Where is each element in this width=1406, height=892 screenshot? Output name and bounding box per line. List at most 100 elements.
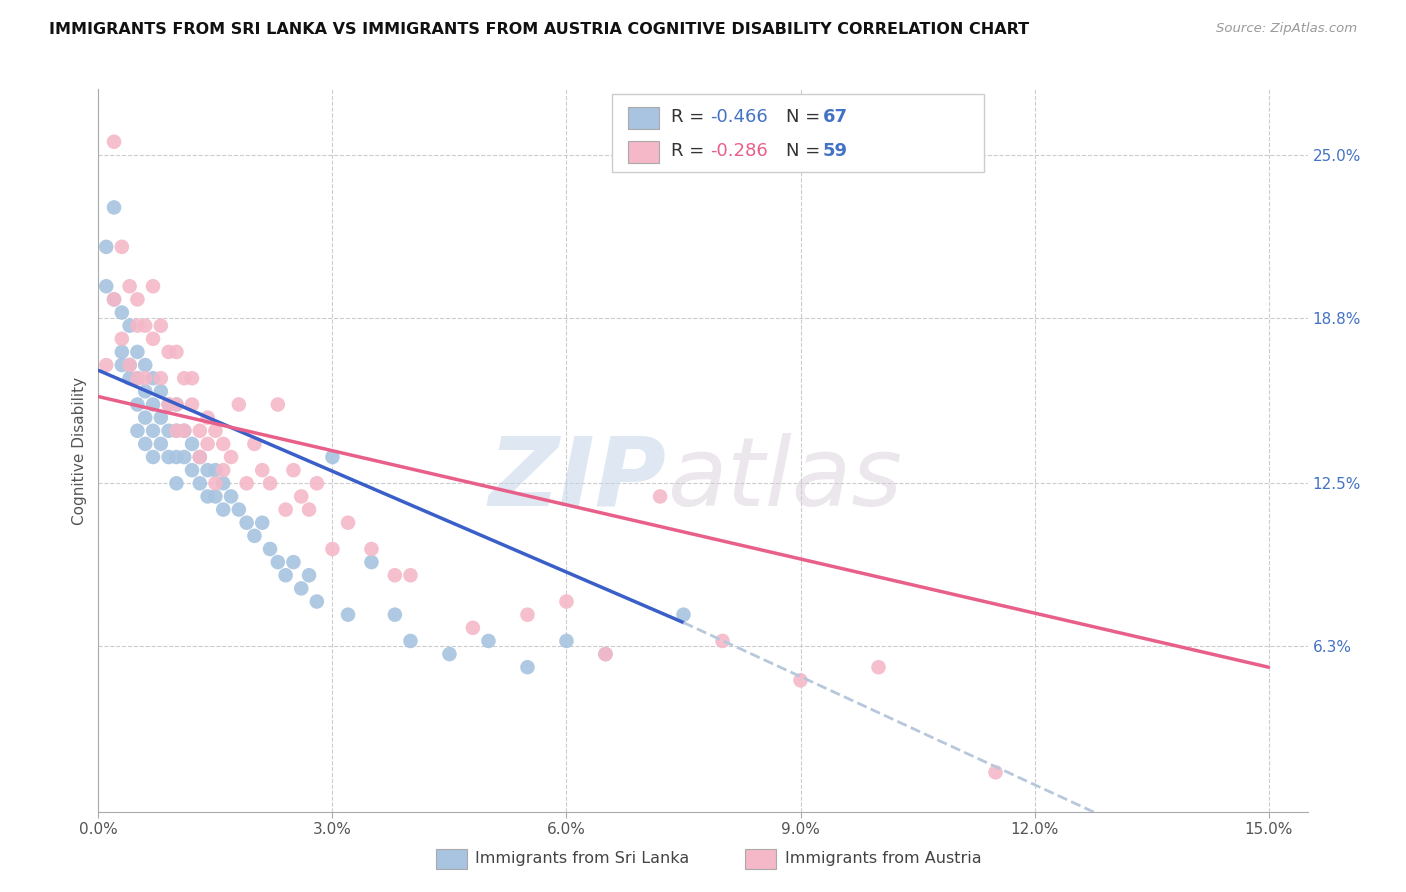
Text: Immigrants from Austria: Immigrants from Austria	[785, 851, 981, 865]
Point	[181, 371, 204, 385]
Point	[228, 397, 250, 411]
Text: atlas: atlas	[666, 433, 901, 526]
Point	[283, 555, 305, 569]
Point	[321, 450, 343, 464]
Point	[149, 384, 172, 399]
Point	[157, 424, 180, 438]
Point	[127, 371, 149, 385]
Point	[228, 502, 250, 516]
Point	[305, 476, 328, 491]
Point	[103, 201, 125, 215]
Point	[252, 463, 274, 477]
Point	[235, 516, 257, 530]
Point	[337, 516, 360, 530]
Point	[142, 397, 165, 411]
Point	[267, 397, 290, 411]
Point	[259, 541, 281, 556]
Point	[165, 424, 187, 438]
Point	[111, 332, 134, 346]
Point	[212, 463, 235, 477]
Point	[181, 437, 204, 451]
Point	[384, 568, 406, 582]
Point	[259, 476, 281, 491]
Point	[165, 397, 187, 411]
Text: R =: R =	[671, 142, 710, 160]
Point	[197, 410, 219, 425]
Point	[555, 594, 578, 608]
Point	[672, 607, 695, 622]
Point	[118, 318, 141, 333]
Point	[219, 490, 242, 504]
Point	[360, 541, 382, 556]
Point	[197, 463, 219, 477]
Point	[157, 397, 180, 411]
Point	[516, 607, 538, 622]
Point	[118, 279, 141, 293]
Point	[283, 463, 305, 477]
Point	[212, 437, 235, 451]
Point	[243, 529, 266, 543]
Point	[516, 660, 538, 674]
Point	[384, 607, 406, 622]
Point	[477, 634, 499, 648]
Point	[290, 490, 312, 504]
Point	[165, 397, 187, 411]
Point	[142, 450, 165, 464]
Point	[399, 568, 422, 582]
Point	[111, 305, 134, 319]
Point	[337, 607, 360, 622]
Point	[134, 371, 156, 385]
Point	[204, 490, 226, 504]
Point	[399, 634, 422, 648]
Point	[321, 541, 343, 556]
Point	[165, 424, 187, 438]
Point	[127, 318, 149, 333]
Point	[165, 345, 187, 359]
Point	[142, 371, 165, 385]
Text: N =: N =	[786, 142, 825, 160]
Point	[127, 371, 149, 385]
Point	[157, 397, 180, 411]
Point	[142, 279, 165, 293]
Point	[181, 463, 204, 477]
Point	[173, 424, 195, 438]
Point	[219, 450, 242, 464]
Text: Source: ZipAtlas.com: Source: ZipAtlas.com	[1216, 22, 1357, 36]
Point	[181, 397, 204, 411]
Point	[204, 424, 226, 438]
Point	[103, 293, 125, 307]
Point	[149, 371, 172, 385]
Point	[96, 240, 118, 254]
Point	[111, 358, 134, 372]
Text: -0.466: -0.466	[710, 108, 768, 126]
Point	[103, 293, 125, 307]
Point	[134, 384, 156, 399]
Point	[118, 371, 141, 385]
Point	[461, 621, 484, 635]
Point	[157, 450, 180, 464]
Point	[212, 476, 235, 491]
Point	[197, 437, 219, 451]
Point	[305, 594, 328, 608]
Point	[173, 371, 195, 385]
Point	[111, 345, 134, 359]
Point	[96, 358, 118, 372]
Point	[188, 476, 211, 491]
Point	[118, 358, 141, 372]
Point	[142, 424, 165, 438]
Point	[984, 765, 1007, 780]
Point	[252, 516, 274, 530]
Point	[648, 490, 671, 504]
Point	[96, 279, 118, 293]
Point	[188, 424, 211, 438]
Point	[165, 476, 187, 491]
Point	[173, 424, 195, 438]
Point	[142, 332, 165, 346]
Point	[267, 555, 290, 569]
Point	[188, 450, 211, 464]
Point	[439, 647, 461, 661]
Point	[197, 490, 219, 504]
Text: ZIP: ZIP	[489, 433, 666, 526]
Text: Immigrants from Sri Lanka: Immigrants from Sri Lanka	[475, 851, 689, 865]
Point	[103, 135, 125, 149]
